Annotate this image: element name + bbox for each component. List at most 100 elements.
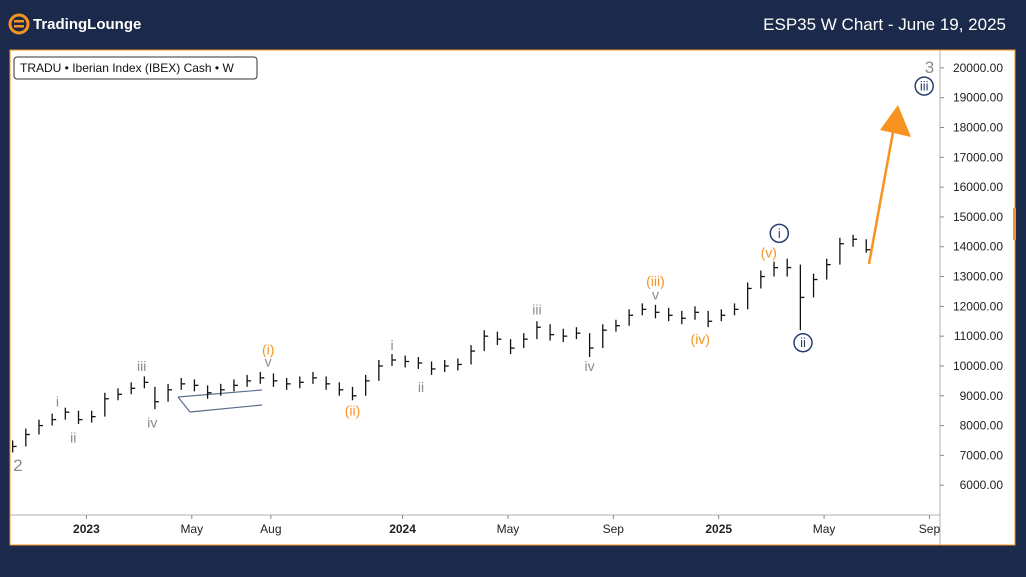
x-tick-label: Aug bbox=[260, 522, 281, 536]
wave-label: iv bbox=[147, 415, 157, 431]
price-bar bbox=[575, 327, 581, 340]
price-bar bbox=[694, 306, 699, 320]
wave-label: (v) bbox=[761, 245, 777, 261]
x-tick-label: 2025 bbox=[705, 522, 732, 536]
price-bar bbox=[852, 234, 858, 247]
wave-circle bbox=[793, 332, 813, 353]
price-bar bbox=[104, 392, 109, 417]
brand: TradingLounge bbox=[33, 16, 141, 33]
price-bar bbox=[130, 382, 136, 395]
wave-label: iii bbox=[137, 358, 146, 374]
price-bar bbox=[325, 376, 331, 390]
x-tick-label: May bbox=[180, 522, 203, 536]
wave-label: v bbox=[652, 286, 659, 302]
y-tick-label: 19000.00 bbox=[953, 91, 1003, 105]
x-tick-label: May bbox=[497, 522, 520, 536]
y-tick-label: 17000.00 bbox=[953, 150, 1003, 164]
wave-label: i bbox=[390, 337, 393, 353]
wave-label: (iii) bbox=[646, 273, 665, 289]
price-bar bbox=[285, 377, 291, 390]
price-bar bbox=[206, 385, 212, 399]
price-bar bbox=[391, 354, 397, 366]
x-tick-label: Sep bbox=[919, 522, 941, 536]
wave-label: i bbox=[778, 226, 781, 241]
y-tick-label: 15000.00 bbox=[953, 210, 1003, 224]
price-bar bbox=[117, 388, 123, 401]
y-tick-label: 7000.00 bbox=[960, 448, 1004, 462]
y-tick-label: 11000.00 bbox=[954, 329, 1003, 343]
price-bar bbox=[865, 239, 871, 253]
projection-arrow bbox=[867, 131, 895, 265]
price-bar bbox=[720, 309, 726, 322]
price-bar bbox=[628, 309, 634, 326]
y-tick-label: 9000.00 bbox=[960, 389, 1004, 403]
price-bar bbox=[707, 310, 713, 328]
price-bar bbox=[602, 324, 607, 349]
page-title: ESP35 W Chart - June 19, 2025 bbox=[763, 15, 1006, 34]
price-bar bbox=[154, 386, 159, 410]
price-bar bbox=[654, 304, 660, 319]
wave-label: (ii) bbox=[345, 403, 361, 419]
price-bar bbox=[444, 360, 449, 372]
price-bar bbox=[509, 339, 515, 355]
wave-label: ii bbox=[70, 430, 76, 446]
wave-label: 2 bbox=[13, 456, 22, 475]
price-bar bbox=[786, 258, 792, 277]
x-tick-label: May bbox=[813, 522, 836, 536]
price-bar bbox=[417, 357, 423, 369]
price-bar bbox=[220, 383, 225, 396]
price-bar bbox=[11, 440, 17, 453]
x-tick-label: 2024 bbox=[389, 522, 416, 536]
price-bar bbox=[259, 371, 265, 384]
price-bar bbox=[747, 282, 752, 310]
wave-label: (i) bbox=[262, 342, 274, 358]
price-bar bbox=[812, 273, 818, 298]
y-tick-label: 14000.00 bbox=[953, 240, 1003, 254]
price-bar bbox=[562, 328, 568, 343]
price-bar bbox=[773, 261, 779, 277]
price-bar bbox=[64, 407, 70, 420]
price-bar bbox=[641, 303, 647, 316]
wave-label: ii bbox=[800, 335, 806, 350]
y-tick-label: 6000.00 bbox=[960, 478, 1004, 492]
logo-icon bbox=[8, 13, 30, 35]
y-tick-label: 16000.00 bbox=[953, 180, 1003, 194]
wave-label: iii bbox=[920, 79, 929, 94]
price-bar bbox=[404, 355, 410, 368]
y-tick-label: 8000.00 bbox=[960, 419, 1004, 433]
price-bar bbox=[799, 264, 805, 331]
price-bar bbox=[826, 258, 831, 280]
legend-box bbox=[13, 56, 258, 80]
logo-icon-bar bbox=[14, 25, 24, 28]
price-bar bbox=[549, 324, 555, 341]
price-bar bbox=[470, 345, 476, 365]
price-bar bbox=[338, 382, 344, 396]
price-bar bbox=[272, 373, 278, 387]
price-bar bbox=[77, 410, 83, 425]
price-bar bbox=[536, 321, 541, 340]
wave-label: iv bbox=[585, 358, 595, 374]
price-bar bbox=[588, 333, 594, 358]
wave-label: 3 bbox=[925, 58, 934, 77]
price-bar bbox=[312, 371, 317, 384]
channel-line bbox=[177, 396, 191, 413]
logo: TradingLounge bbox=[8, 13, 141, 35]
price-bar bbox=[91, 410, 96, 423]
chart-panel bbox=[9, 49, 1016, 546]
x-tick-label: Sep bbox=[603, 522, 625, 536]
price-bar bbox=[143, 376, 149, 389]
arrow-head bbox=[880, 105, 911, 137]
price-bar bbox=[193, 379, 199, 392]
scroll-marker bbox=[1013, 208, 1016, 240]
price-bar bbox=[351, 386, 357, 401]
price-bar bbox=[51, 413, 57, 426]
wave-label: ii bbox=[418, 379, 424, 395]
wave-label: iii bbox=[532, 301, 541, 317]
channel-line bbox=[177, 389, 263, 398]
x-tick-label: 2023 bbox=[73, 522, 100, 536]
price-bar bbox=[365, 374, 370, 396]
price-bar bbox=[667, 307, 673, 322]
price-bar bbox=[523, 333, 528, 349]
